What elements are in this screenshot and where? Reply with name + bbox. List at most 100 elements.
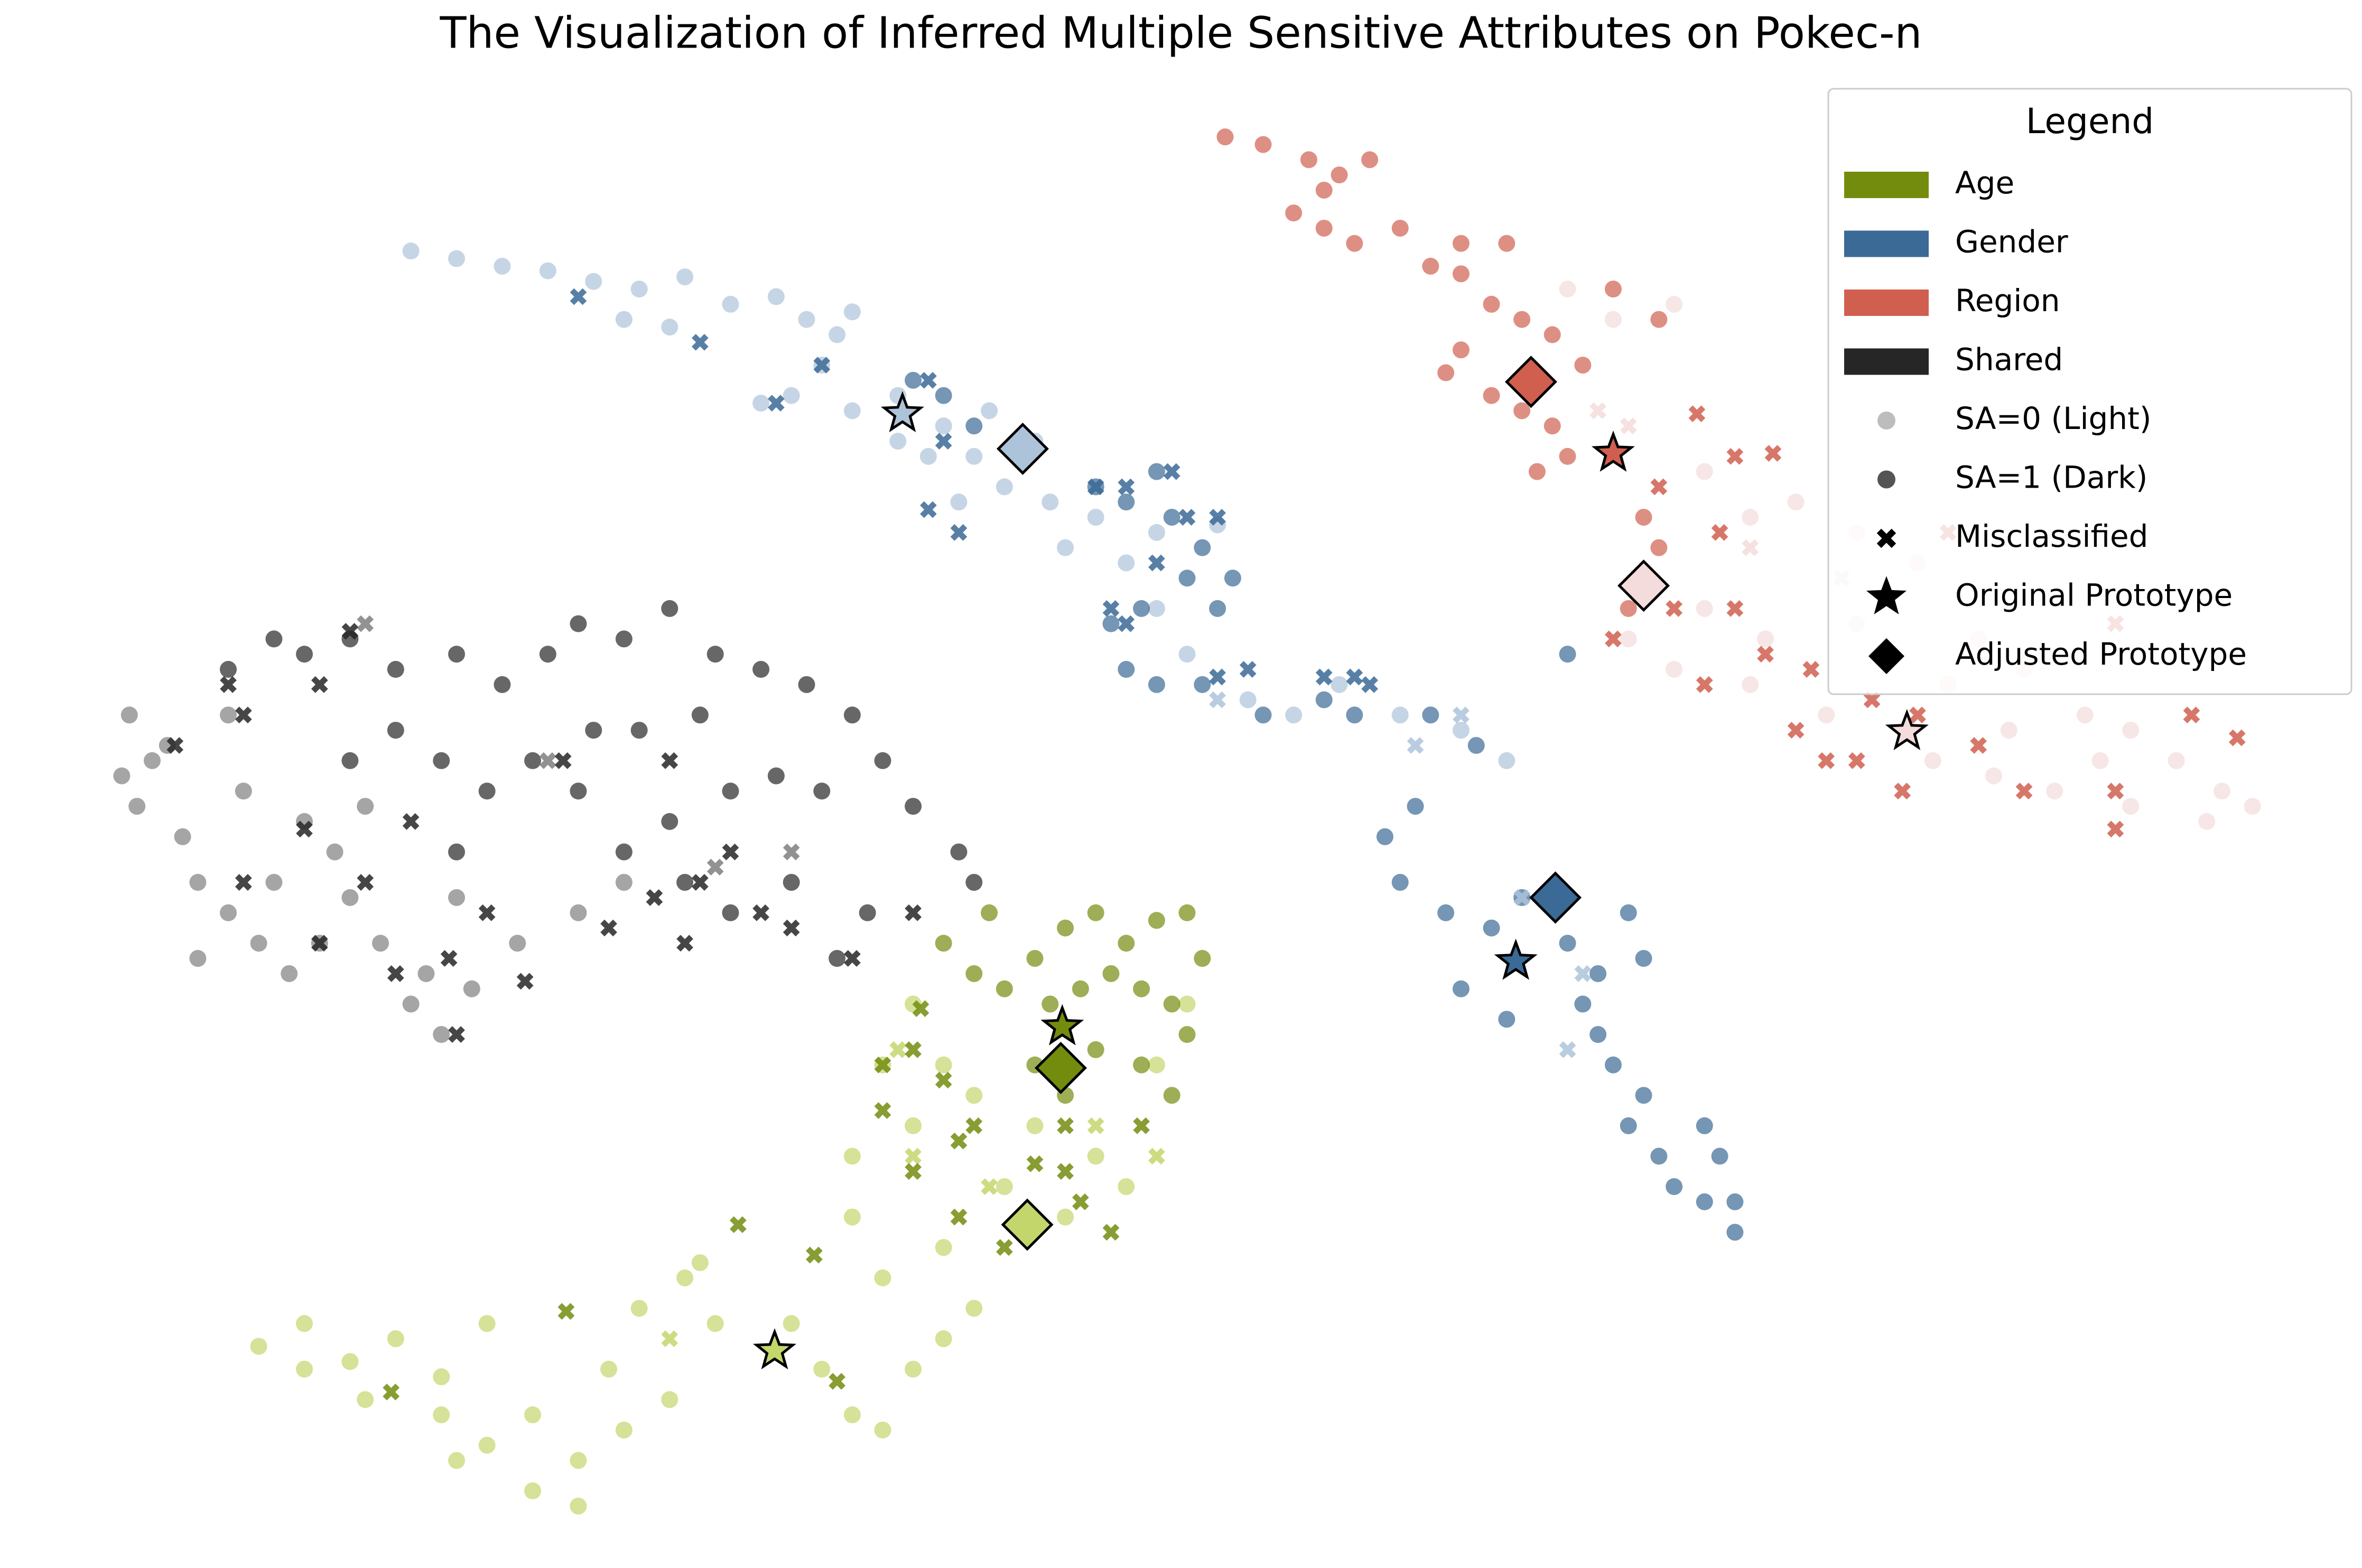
scatter-point (615, 843, 633, 861)
scatter-point (448, 250, 466, 267)
scatter-point (1483, 295, 1500, 313)
scatter-point (1209, 600, 1226, 617)
scatter-point (1924, 752, 1941, 769)
scatter-point (448, 889, 466, 906)
scatter-point (1133, 600, 1150, 617)
scatter-point (1818, 706, 1835, 724)
scatter-point (1620, 904, 1637, 921)
scatter-point (1102, 965, 1120, 982)
misclassified-point (516, 973, 534, 990)
misclassified-point (1118, 478, 1135, 496)
misclassified-point (1148, 1147, 1165, 1165)
scatter-point (250, 1338, 267, 1355)
scatter-point (2122, 798, 2140, 815)
scatter-point (1635, 950, 1652, 967)
scatter-point (341, 752, 359, 769)
misclassified-point (311, 676, 328, 693)
scatter-point (357, 798, 374, 815)
scatter-point (813, 1360, 831, 1378)
scatter-point (965, 1087, 983, 1104)
scatter-point (341, 889, 359, 906)
scatter-point (2168, 752, 2185, 769)
scatter-point (905, 1360, 922, 1378)
scatter-point (433, 1368, 450, 1386)
misclassified-point (387, 965, 404, 982)
scatter-point (1574, 357, 1592, 374)
scatter-point (752, 395, 770, 412)
scatter-point (843, 402, 861, 419)
scatter-point (113, 767, 131, 785)
misclassified-point (920, 372, 937, 389)
adjusted-prototype (996, 422, 1049, 475)
legend-swatch (1844, 348, 1929, 375)
scatter-point (265, 630, 283, 648)
misclassified-point (1087, 478, 1104, 496)
misclassified-point (691, 334, 709, 351)
scatter-point (1559, 646, 1576, 663)
misclassified-point (1787, 722, 1805, 739)
misclassified-point (912, 1000, 929, 1018)
scatter-point (783, 874, 800, 891)
scatter-point (2244, 798, 2261, 815)
scatter-point (950, 843, 968, 861)
misclassified-point (402, 813, 420, 830)
scatter-point (615, 630, 633, 648)
scatter-point (843, 706, 861, 724)
misclassified-point (296, 820, 313, 838)
misclassified-point (1087, 1117, 1104, 1134)
legend-swatch (1844, 290, 1929, 316)
scatter-point (189, 950, 207, 967)
scatter-point (1026, 1117, 1044, 1134)
scatter-point (478, 1436, 496, 1454)
scatter-point (874, 752, 891, 769)
misclassified-point (1863, 691, 1881, 708)
misclassified-point (1026, 1155, 1044, 1172)
scatter-point (494, 257, 511, 275)
scatter-point (996, 980, 1013, 997)
scatter-point (1407, 798, 1424, 815)
scatter-point (1361, 151, 1379, 169)
scatter-point (935, 1056, 952, 1074)
scatter-point (874, 1269, 891, 1286)
scatter-point (691, 1254, 709, 1272)
misclassified-point (1453, 706, 1470, 724)
scatter-point (676, 268, 694, 286)
misclassified-point (311, 935, 328, 952)
chart-title: The Visualization of Inferred Multiple S… (439, 8, 1922, 58)
original-prototype (1494, 938, 1538, 980)
scatter-point (387, 1330, 404, 1348)
scatter-point (1148, 463, 1165, 480)
misclassified-point (752, 904, 769, 921)
misclassified-point (874, 1102, 891, 1119)
scatter-point (296, 1360, 313, 1378)
scatter-point (220, 706, 237, 724)
scatter-point (752, 661, 770, 678)
scatter-point (1604, 311, 1622, 328)
scatter-point (1498, 1011, 1515, 1028)
misclassified-point (1757, 646, 1774, 663)
legend-marker (1866, 576, 1907, 614)
scatter-point (630, 281, 648, 298)
scatter-point (1650, 539, 1668, 556)
scatter-point (813, 782, 831, 800)
scatter-point (1422, 257, 1439, 275)
scatter-point (935, 1239, 952, 1256)
misclassified-point (1605, 630, 1622, 648)
misclassified-point (235, 874, 252, 891)
scatter-point (539, 262, 556, 279)
scatter-point (1315, 691, 1333, 708)
scatter-point (1118, 493, 1135, 511)
scatter-point (1528, 463, 1546, 480)
scatter-point (905, 371, 922, 389)
original-prototype (1040, 1004, 1084, 1046)
misclassified-point (844, 950, 861, 967)
scatter-point (1620, 600, 1637, 617)
original-prototype (753, 1328, 796, 1369)
scatter-point (1711, 1147, 1728, 1165)
scatter-point (1163, 995, 1180, 1013)
misclassified-point (874, 1056, 891, 1074)
misclassified-point (729, 1216, 747, 1233)
scatter-point (981, 402, 998, 419)
misclassified-point (1802, 661, 1820, 678)
scatter-point (1346, 235, 1363, 252)
